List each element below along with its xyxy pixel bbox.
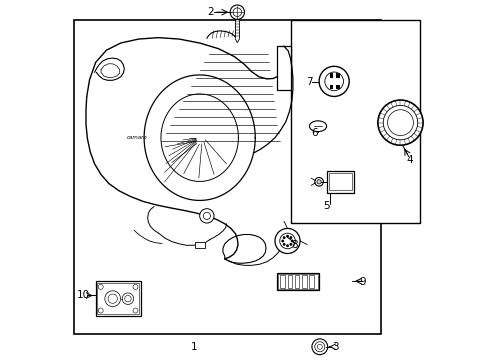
Circle shape bbox=[133, 308, 138, 313]
Circle shape bbox=[230, 5, 244, 19]
Bar bbox=[195, 242, 204, 248]
Circle shape bbox=[133, 284, 138, 289]
Bar bbox=[278, 274, 317, 289]
Bar bbox=[287, 275, 292, 288]
Bar bbox=[326, 171, 353, 193]
Circle shape bbox=[98, 284, 103, 289]
Circle shape bbox=[319, 66, 348, 96]
Circle shape bbox=[383, 105, 417, 140]
Circle shape bbox=[199, 209, 214, 223]
Text: 6: 6 bbox=[310, 129, 317, 138]
Circle shape bbox=[289, 243, 292, 246]
Circle shape bbox=[98, 308, 103, 313]
Bar bbox=[290, 21, 419, 223]
Circle shape bbox=[377, 100, 422, 145]
Circle shape bbox=[282, 236, 285, 239]
Ellipse shape bbox=[309, 121, 326, 132]
Text: 8: 8 bbox=[291, 239, 297, 249]
Bar bbox=[329, 85, 332, 89]
Polygon shape bbox=[235, 39, 239, 42]
Text: 7: 7 bbox=[305, 77, 312, 87]
Text: 3: 3 bbox=[332, 342, 339, 352]
Circle shape bbox=[282, 243, 285, 246]
Circle shape bbox=[314, 177, 323, 186]
Bar bbox=[301, 275, 306, 288]
Bar bbox=[74, 21, 380, 334]
Bar bbox=[328, 173, 351, 190]
Text: 2: 2 bbox=[207, 7, 213, 17]
Bar bbox=[276, 273, 319, 291]
Bar bbox=[336, 85, 339, 89]
Bar bbox=[235, 19, 239, 39]
Circle shape bbox=[274, 228, 300, 253]
Bar bbox=[329, 73, 332, 78]
Circle shape bbox=[285, 235, 288, 238]
Text: 5: 5 bbox=[323, 201, 329, 211]
Bar bbox=[336, 73, 339, 78]
Bar bbox=[96, 281, 140, 316]
Bar bbox=[280, 275, 285, 288]
Circle shape bbox=[316, 180, 321, 184]
Circle shape bbox=[285, 244, 288, 247]
Circle shape bbox=[281, 239, 284, 242]
Text: 9: 9 bbox=[359, 277, 366, 287]
Text: 4: 4 bbox=[406, 155, 412, 165]
Text: 10: 10 bbox=[77, 291, 90, 301]
Bar bbox=[97, 283, 139, 315]
Circle shape bbox=[289, 236, 292, 239]
Circle shape bbox=[311, 339, 327, 355]
Circle shape bbox=[290, 239, 293, 242]
Text: 1: 1 bbox=[191, 342, 197, 352]
Bar bbox=[308, 275, 313, 288]
Text: camaro: camaro bbox=[126, 135, 147, 140]
Bar bbox=[276, 45, 290, 90]
Bar bbox=[294, 275, 299, 288]
